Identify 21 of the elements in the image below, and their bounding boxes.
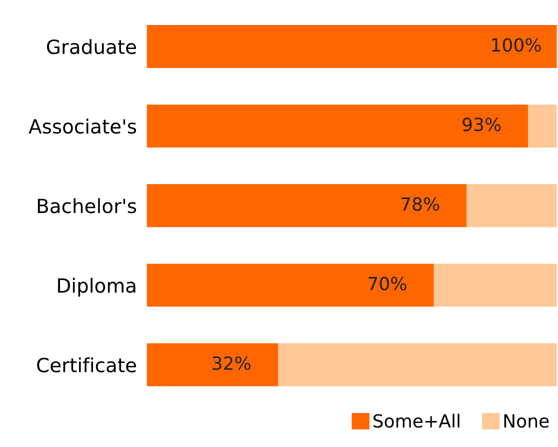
legend-label: None (504, 414, 549, 428)
y-tick-label: Diploma (58, 278, 136, 297)
bar (146, 25, 557, 68)
bar (528, 104, 557, 148)
bar (466, 184, 557, 228)
y-tick-label: Bachelor's (38, 198, 136, 214)
legend-label: Some+All (373, 414, 460, 428)
y-tick-label: Associate's (28, 118, 136, 134)
bar (434, 264, 557, 307)
bar (146, 184, 467, 228)
data-label: 100% (492, 38, 541, 52)
data-label: 78% (401, 197, 440, 211)
bar (278, 343, 557, 386)
data-label: 70% (368, 276, 406, 290)
bar (146, 343, 278, 386)
data-label: 93% (462, 118, 501, 132)
bar (146, 104, 528, 148)
y-tick-label: Certificate (37, 357, 136, 372)
y-tick-label: Graduate (46, 39, 136, 54)
bar (146, 264, 434, 307)
data-label: 32% (212, 356, 250, 370)
